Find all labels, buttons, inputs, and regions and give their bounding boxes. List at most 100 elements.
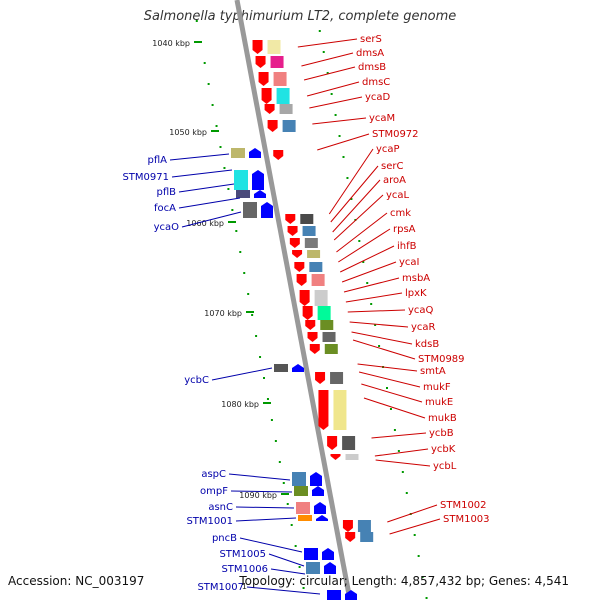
reverse-gene-label: STM1001 [186,516,233,527]
reverse-gene-arrow [314,502,326,514]
reverse-gene-block [292,472,306,486]
forward-gene-arrow [294,262,305,272]
reverse-gene-label: asnC [208,502,233,513]
reverse-gene-arrow [345,590,357,600]
forward-label-line [374,448,429,457]
forward-gene-block [345,454,359,460]
forward-gene-arrow [307,332,318,342]
reverse-gene-block [304,548,318,560]
forward-gene-block [333,390,347,430]
forward-gene-arrow [330,454,341,460]
forward-gene-arrow [299,290,310,306]
forward-label-line [336,212,388,253]
ring-dot-inner [294,545,297,547]
ring-dot-outer [393,429,396,431]
reverse-gene-block [274,364,288,372]
kbp-label: 1070 kbp [204,309,242,318]
ring-dot-inner [223,167,226,169]
forward-gene-block [307,250,321,258]
ring-dot-inner [274,440,277,442]
gene-features [231,40,374,600]
ring-dot-outer [342,156,345,158]
reverse-gene-block [234,170,248,190]
forward-gene-label: STM0972 [372,129,419,140]
forward-label-line [352,339,416,360]
forward-label-line [297,38,358,48]
forward-label-line [309,96,363,109]
forward-gene-arrow [318,390,329,430]
ring-dot-outer [322,51,325,53]
forward-gene-arrow [296,274,307,286]
kbp-label: 1040 kbp [152,39,190,48]
ring-dot-outer [362,261,365,263]
reverse-gene-block [231,148,245,158]
ring-dot-outer [330,93,333,95]
ring-dot-inner [239,251,242,253]
reverse-gene-arrow [324,562,336,574]
forward-label-line [357,363,418,372]
reverse-gene-arrow [316,515,328,521]
reverse-gene-block [296,502,310,514]
forward-gene-label: ycaL [386,190,410,201]
ring-dot-inner [235,230,238,232]
forward-gene-label: dmsA [356,48,384,59]
reverse-gene-arrow [322,548,334,560]
forward-gene-label: ycaP [376,144,400,155]
reverse-gene-arrow [261,202,273,218]
ring-dot-outer [421,576,424,578]
ring-dot-inner [255,335,258,337]
reverse-gene-arrow [292,364,304,372]
forward-gene-block [360,532,374,542]
reverse-label-line [239,537,303,553]
forward-gene-label: STM0989 [418,354,465,365]
forward-gene-label: ycbK [431,444,456,455]
forward-gene-arrow [315,372,326,384]
forward-label-line [361,383,423,403]
reverse-label-line [228,473,291,481]
ring-dot-inner [227,188,230,190]
ring-dot-outer [358,240,361,242]
ring-dot-inner [207,83,210,85]
gene-labels: serS dmsA dmsB dmsC ycaD ycaM STM0972 ycaP serC a… [122,34,489,593]
ring-dot-inner [219,146,222,148]
footer: Accession: NC_003197 Topology: circular; … [8,574,569,588]
forward-gene-arrow [261,88,272,104]
ring-dot-inner [270,419,273,421]
forward-gene-arrow [292,250,303,258]
kbp-label: 1090 kbp [239,491,277,500]
forward-label-line [358,371,421,388]
reverse-label-line [270,568,306,575]
genome-backbone [234,0,353,600]
forward-gene-label: dmsC [362,77,390,88]
reverse-gene-arrow [310,472,322,486]
kbp-label: 1050 kbp [169,128,207,137]
reverse-gene-label: aspC [201,469,226,480]
forward-gene-label: mukE [425,397,453,408]
forward-gene-label: ycbB [429,428,454,439]
forward-label-line [389,518,441,535]
forward-gene-label: STM1003 [443,514,490,525]
forward-label-line [306,81,360,97]
reverse-label-line [246,586,321,595]
ring-dot-inner [302,587,305,589]
reverse-label-line [230,490,293,493]
forward-gene-arrow [285,214,296,224]
reverse-gene-arrow [312,486,324,496]
forward-label-line [363,397,426,419]
ring-dot-inner [195,20,198,22]
kbp-label: 1060 kbp [186,219,224,228]
ring-dot-inner [203,62,206,64]
ring-dot-inner [215,125,218,127]
forward-label-line [341,261,397,283]
forward-gene-arrow [302,306,313,320]
forward-label-line [375,459,431,467]
forward-gene-arrow [264,104,275,114]
forward-gene-label: aroA [383,175,406,186]
ring-dot-inner [286,503,289,505]
forward-gene-label: serC [381,161,403,172]
ring-dot-outer [417,555,420,557]
forward-gene-block [314,290,328,306]
forward-gene-label: STM1002 [440,500,487,511]
reverse-gene-arrow [254,190,266,198]
forward-gene-label: ycbL [433,461,457,472]
